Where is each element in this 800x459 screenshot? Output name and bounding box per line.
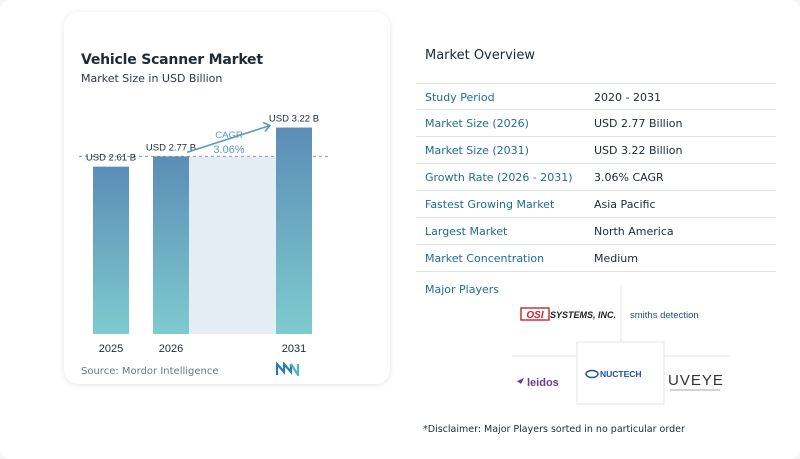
bar-2031: [276, 127, 312, 335]
overview-row: Study Period 2020 - 2031: [416, 83, 776, 110]
overview-label: Study Period: [425, 91, 495, 104]
data-label: USD 2.77 B: [146, 142, 196, 153]
x-tick-label: 2026: [159, 343, 183, 355]
svg-text:leidos: leidos: [527, 377, 559, 389]
bar-2025: [93, 166, 129, 334]
overview-label: Market Concentration: [425, 252, 545, 265]
chart-panel: Vehicle Scanner Market Market Size in US…: [64, 12, 390, 384]
overview-label: Market Size (2031): [425, 144, 529, 157]
data-label: USD 2.61 B: [86, 153, 136, 164]
chart-title: Vehicle Scanner Market: [81, 52, 263, 68]
overview-value: 3.06% CAGR: [594, 171, 664, 184]
overview-value: Asia Pacific: [594, 198, 656, 211]
cagr-value: 3.06%: [213, 144, 244, 156]
cagr-arrowhead: [262, 121, 272, 133]
overview-label: Market Size (2026): [425, 117, 529, 130]
overview-value: USD 2.77 Billion: [594, 117, 683, 130]
nuctech-logo: NUCTECH: [585, 369, 642, 379]
cagr-band: [189, 156, 276, 334]
smiths-detection-logo: smiths detection: [630, 310, 699, 321]
overview-label: Growth Rate (2026 - 2031): [425, 171, 573, 184]
svg-text:OSI: OSI: [526, 310, 543, 321]
overview-row: Growth Rate (2026 - 2031) 3.06% CAGR: [416, 164, 776, 191]
overview-value: USD 3.22 Billion: [594, 144, 683, 157]
center-logo-box: [576, 341, 665, 405]
overview-value: Medium: [594, 252, 638, 265]
cagr-arrow: [186, 124, 271, 154]
overview-label: Largest Market: [425, 225, 508, 238]
bar-2026: [153, 156, 189, 334]
chart-subtitle: Market Size in USD Billion: [81, 72, 223, 85]
data-label: USD 3.22 B: [269, 114, 319, 125]
overview-row: Largest Market North America: [416, 218, 776, 245]
overview-row: Market Size (2031) USD 3.22 Billion: [416, 137, 776, 164]
bar-chart: USD 2.61 B 2025 USD 2.77 B 2026 USD 3.22 B 20…: [79, 114, 329, 355]
overview-table: Study Period 2020 - 2031 Market Size (20…: [416, 83, 776, 272]
svg-text:smiths detection: smiths detection: [630, 310, 699, 321]
x-tick-label: 2031: [282, 343, 306, 355]
disclaimer: *Disclaimer: Major Players sorted in no …: [423, 424, 685, 435]
source-text: Source: Mordor Intelligence: [81, 366, 219, 377]
x-tick-label: 2025: [99, 343, 123, 355]
overview-title: Market Overview: [425, 48, 536, 63]
leidos-logo: leidos: [517, 377, 559, 389]
svg-text:NUCTECH: NUCTECH: [600, 369, 642, 379]
svg-text:UVEYE: UVEYE: [668, 372, 724, 389]
overview-label: Fastest Growing Market: [425, 198, 555, 211]
uveye-logo: UVEYE: [668, 372, 724, 391]
overview-value: 2020 - 2031: [594, 91, 661, 104]
osi-systems-logo: OSI SYSTEMS, INC.: [520, 307, 616, 321]
overview-value: North America: [594, 225, 674, 238]
mordor-logo-icon: [276, 362, 300, 376]
overview-row: Market Concentration Medium: [416, 245, 776, 272]
cagr-label: CAGR: [215, 130, 243, 141]
major-players-title: Major Players: [425, 283, 499, 296]
overview-row: Market Size (2026) USD 2.77 Billion: [416, 110, 776, 137]
overview-row: Fastest Growing Market Asia Pacific: [416, 191, 776, 218]
osi-systems-logo-text: SYSTEMS, INC.: [550, 310, 616, 320]
